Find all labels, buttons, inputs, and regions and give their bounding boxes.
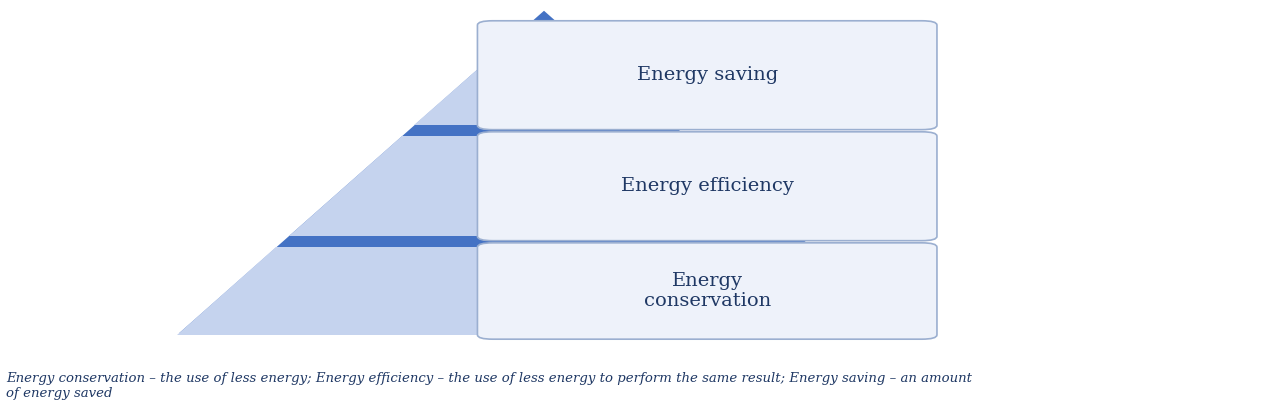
Polygon shape [179, 11, 909, 333]
Polygon shape [289, 136, 550, 236]
Text: Energy conservation – the use of less energy; Energy efficiency – the use of les: Energy conservation – the use of less en… [6, 372, 973, 400]
Text: Energy saving: Energy saving [636, 66, 778, 84]
Polygon shape [177, 247, 550, 335]
Polygon shape [415, 25, 550, 125]
FancyBboxPatch shape [477, 132, 937, 241]
FancyBboxPatch shape [477, 21, 937, 130]
Text: Energy efficiency: Energy efficiency [621, 177, 794, 195]
FancyBboxPatch shape [477, 243, 937, 339]
Text: Energy
conservation: Energy conservation [644, 271, 771, 311]
